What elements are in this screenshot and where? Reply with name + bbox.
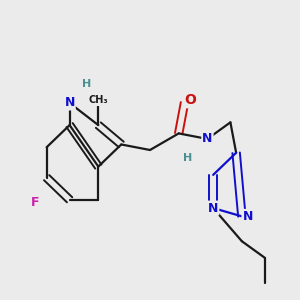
Text: N: N [64, 97, 75, 110]
Text: N: N [202, 132, 213, 146]
Text: CH₃: CH₃ [88, 95, 108, 105]
Text: H: H [82, 79, 92, 88]
Text: N: N [242, 210, 253, 223]
Text: F: F [31, 196, 39, 209]
Text: H: H [183, 153, 192, 163]
Text: N: N [208, 202, 218, 214]
Text: O: O [184, 93, 196, 107]
